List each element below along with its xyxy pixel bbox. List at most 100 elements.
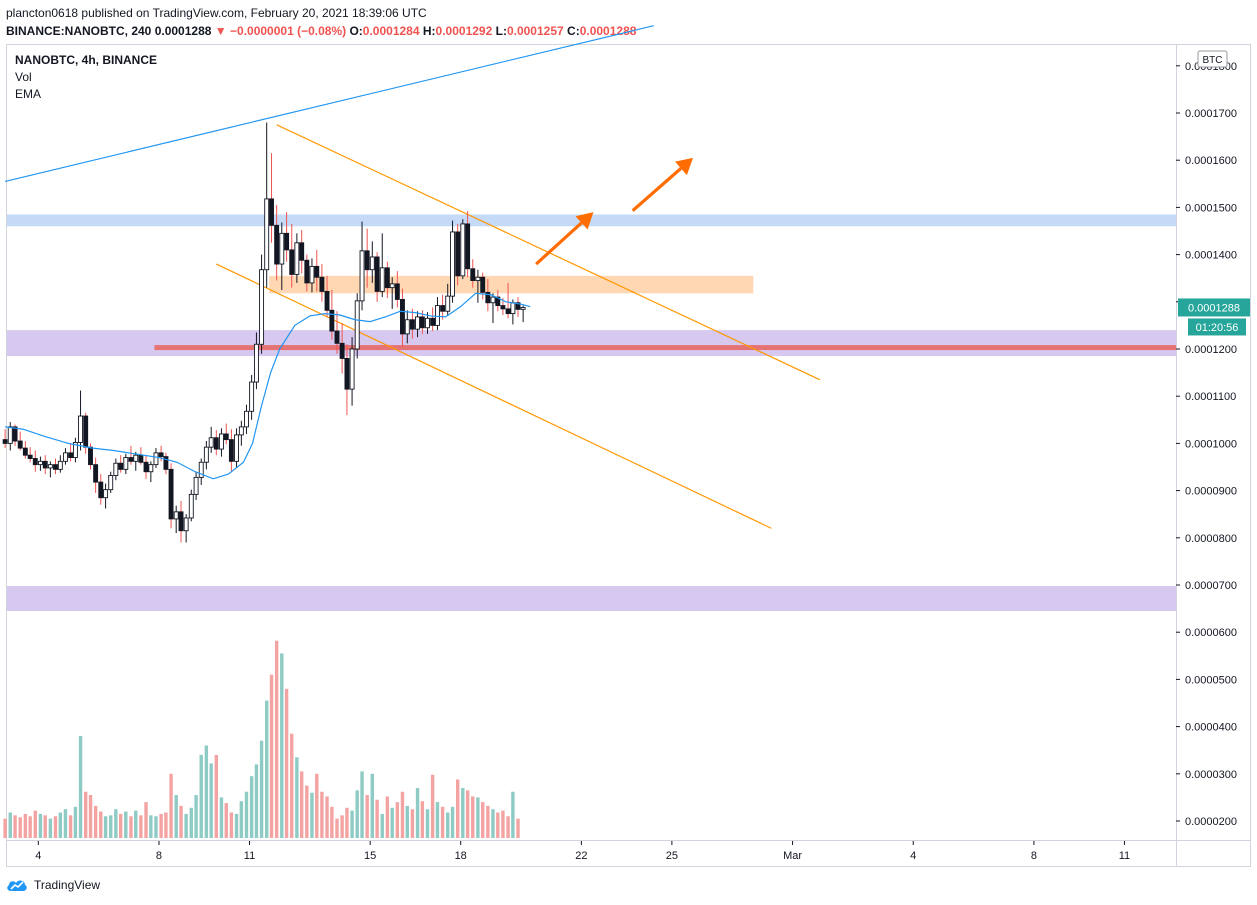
- time-axis[interactable]: 4 8 11 15 18 22 25 Mar 4 8 11: [7, 840, 1250, 863]
- candle: [17, 431, 23, 451]
- candle-body: [27, 454, 33, 459]
- volume-bar: [455, 779, 460, 838]
- candle-body: [72, 442, 78, 459]
- volume-layer: [3, 640, 520, 838]
- candle-body: [193, 476, 199, 495]
- candle: [289, 223, 295, 288]
- volume-bar: [486, 805, 490, 838]
- candle-body: [419, 316, 425, 329]
- candle: [53, 458, 58, 475]
- candle-body: [123, 457, 129, 470]
- candle: [2, 429, 8, 449]
- candle: [213, 430, 219, 456]
- candle: [47, 461, 53, 478]
- candle: [103, 483, 109, 509]
- price-tick-label: 0.0001100: [1185, 391, 1236, 403]
- candle-body: [22, 447, 28, 456]
- candle: [475, 269, 481, 303]
- candle-body: [445, 295, 451, 312]
- candle-body: [113, 462, 119, 476]
- lower-zone[interactable]: [7, 585, 1176, 611]
- volume-bar: [149, 815, 153, 838]
- blue-trendline[interactable]: [4, 25, 654, 183]
- candle-body: [304, 259, 310, 284]
- legend-vol[interactable]: Vol: [15, 70, 32, 84]
- time-tick-label: 4: [910, 850, 916, 862]
- candle: [223, 423, 229, 445]
- candle-body: [400, 298, 405, 335]
- volume-bar: [355, 790, 359, 838]
- candle-body: [394, 283, 400, 300]
- candle: [319, 264, 325, 302]
- legend-ema[interactable]: EMA: [15, 87, 41, 101]
- time-tick-label: 18: [455, 850, 467, 862]
- volume-bar: [274, 640, 279, 838]
- candle: [259, 254, 265, 354]
- candle: [374, 252, 380, 302]
- volume-bar: [83, 791, 88, 838]
- candle: [435, 297, 440, 331]
- candle: [218, 428, 224, 457]
- candle-body: [218, 433, 224, 450]
- currency-badge[interactable]: BTC: [1197, 50, 1228, 68]
- ema-line[interactable]: [5, 292, 531, 480]
- candle-body: [168, 468, 174, 520]
- candle-body: [128, 457, 134, 462]
- support-line[interactable]: [154, 345, 1177, 351]
- candle: [409, 308, 415, 339]
- candle-body: [153, 452, 159, 466]
- volume-bar: [129, 816, 133, 838]
- resistance-zone[interactable]: [7, 214, 1176, 227]
- candle-body: [495, 296, 501, 307]
- candle: [63, 448, 68, 465]
- time-tick-label: 11: [244, 850, 255, 862]
- candle: [339, 323, 345, 374]
- candle: [465, 211, 471, 278]
- ohlc-line: BINANCE:NANOBTC, 240 0.0001288 ▼ −0.0000…: [6, 22, 636, 40]
- volume-bar: [410, 809, 415, 838]
- candle: [415, 311, 420, 338]
- candle: [485, 279, 491, 312]
- volume-bar: [290, 733, 294, 838]
- volume-bar: [461, 787, 465, 838]
- volume-bar: [320, 791, 324, 838]
- candle-body: [470, 268, 476, 282]
- price-tick-label: 0.0000800: [1185, 533, 1237, 545]
- candle-body: [88, 446, 93, 466]
- volume-bar: [8, 812, 12, 838]
- currency-badge-box: [1197, 50, 1228, 68]
- time-tick-label: 8: [156, 850, 162, 862]
- channel-lower[interactable]: [216, 263, 772, 529]
- last-price-box: [1178, 298, 1250, 317]
- ema-layer: [5, 292, 531, 480]
- volume-bar: [284, 688, 289, 838]
- mid-zone[interactable]: [269, 275, 754, 294]
- up-arrow-1[interactable]: [535, 212, 594, 266]
- candle-body: [440, 305, 446, 312]
- price-tick-label: 0.0000200: [1185, 816, 1237, 828]
- volume-bar: [501, 810, 505, 838]
- volume-bar: [88, 795, 93, 838]
- volume-bar: [295, 757, 299, 838]
- candle: [68, 443, 74, 462]
- open-label: O:: [349, 24, 363, 38]
- volume-bar: [264, 700, 269, 838]
- candle-body: [163, 456, 169, 470]
- up-arrow-2[interactable]: [631, 157, 693, 212]
- last-price-tag[interactable]: 0.0001288 01:20:56: [1178, 298, 1250, 336]
- candle-body: [430, 317, 436, 326]
- volume-bar: [184, 813, 188, 838]
- volume-bar: [199, 754, 203, 838]
- volume-bar: [425, 809, 430, 838]
- volume-bar: [33, 810, 37, 838]
- support-zone[interactable]: [7, 330, 1176, 357]
- tradingview-logo[interactable]: TradingView: [6, 878, 100, 892]
- volume-bar: [204, 745, 209, 838]
- candle: [304, 254, 310, 292]
- candle-body: [12, 426, 18, 442]
- volume-bar: [269, 674, 274, 838]
- candle-body: [253, 343, 259, 383]
- price-axis[interactable]: 0.00018000.00017000.00016000.00015000.00…: [1176, 45, 1250, 866]
- volume-bar: [315, 773, 319, 838]
